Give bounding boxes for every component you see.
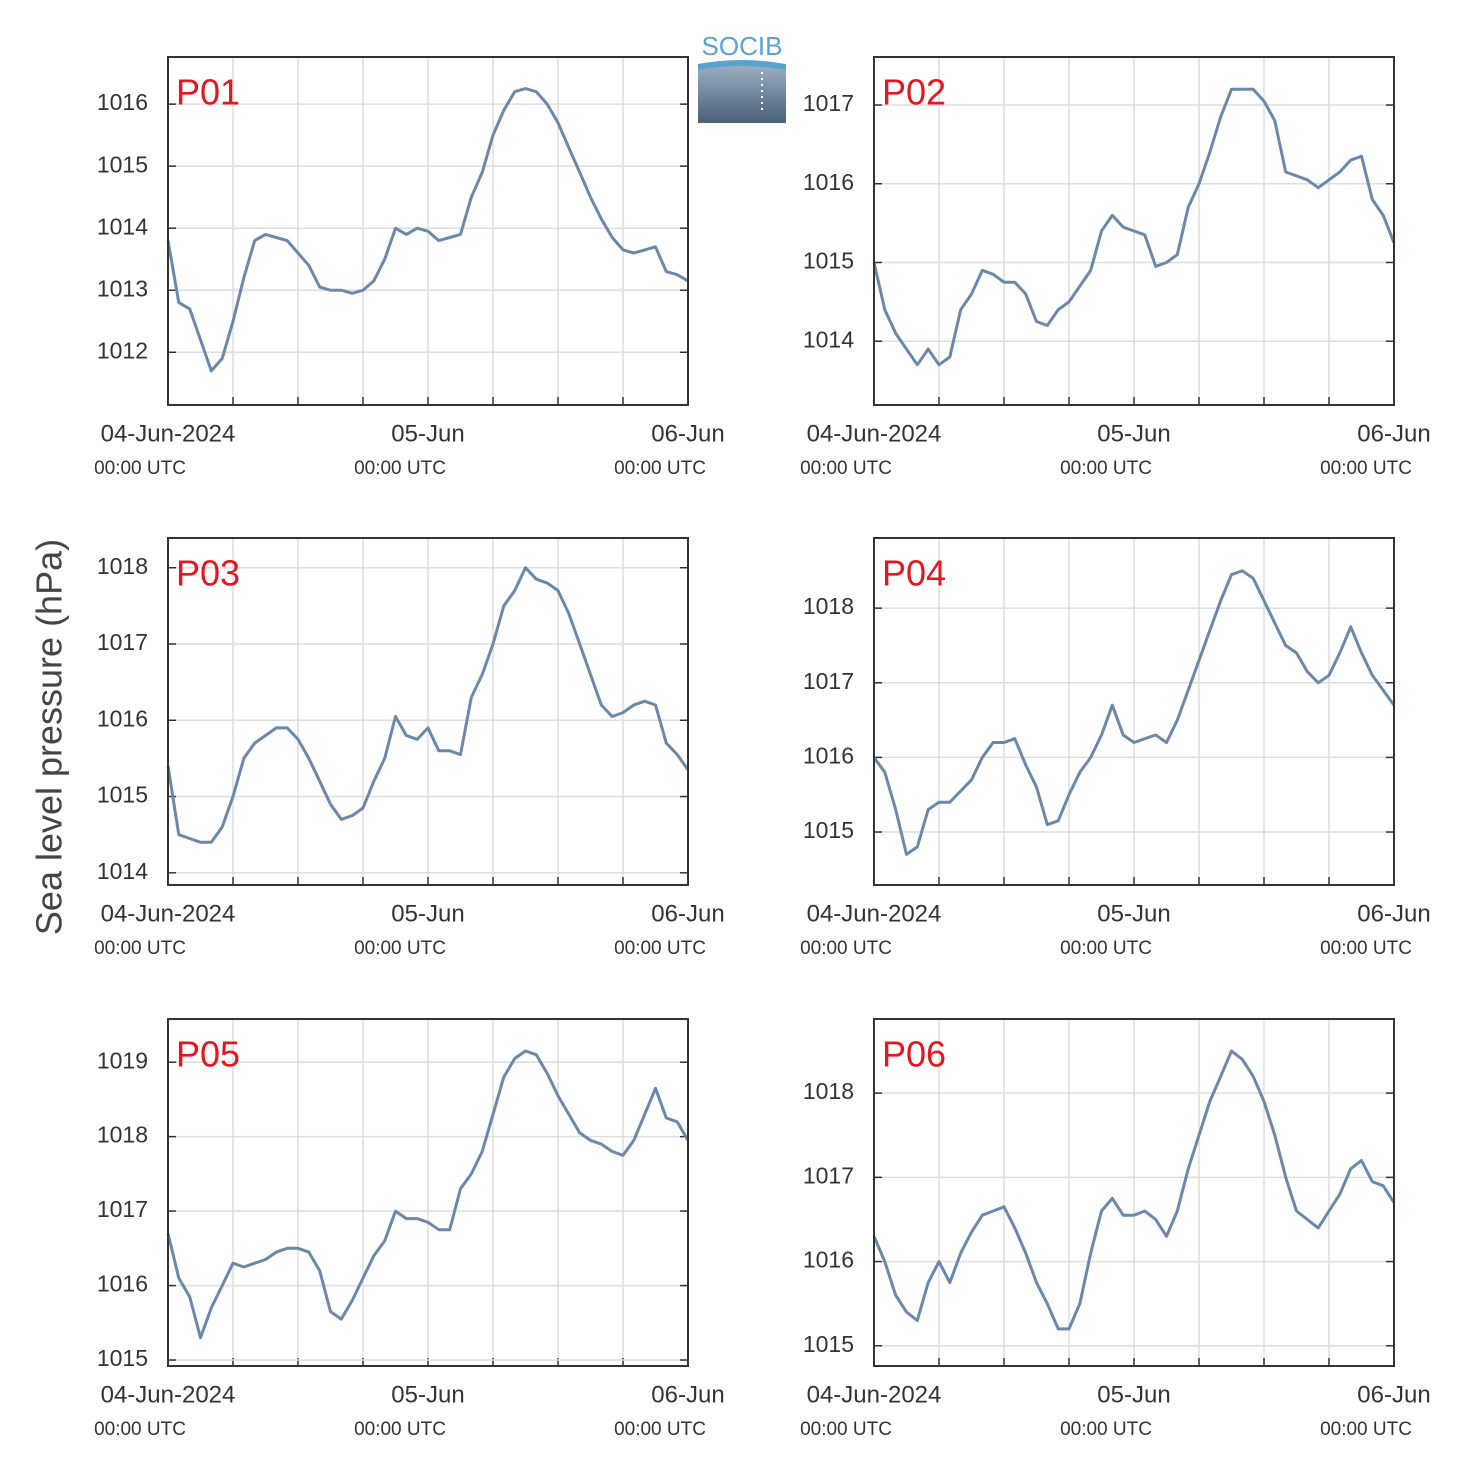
plot-frame bbox=[167, 1018, 689, 1367]
x-tick-sublabel: 00:00 UTC bbox=[614, 458, 706, 479]
x-tick-sublabel: 00:00 UTC bbox=[1320, 938, 1412, 959]
y-tick-label: 1015 bbox=[97, 782, 148, 808]
panel: 04-Jun-2024 00:00 UTC 05-Jun 00:00 UTC 06-Ju… bbox=[94, 1018, 725, 1440]
plot-frame bbox=[873, 537, 1395, 886]
x-tick-label: 04-Jun-2024 bbox=[101, 420, 236, 447]
data-line bbox=[872, 1049, 1396, 1331]
y-tick-label: 1015 bbox=[803, 817, 854, 843]
x-tick-label: 05-Jun bbox=[1097, 420, 1170, 447]
x-tick-label: 05-Jun bbox=[1097, 900, 1170, 927]
x-tick-sublabel: 00:00 UTC bbox=[1060, 458, 1152, 479]
x-tick-sublabel: 00:00 UTC bbox=[354, 1419, 446, 1440]
x-tick-label: 05-Jun bbox=[391, 420, 464, 447]
y-tick-label: 1016 bbox=[803, 1247, 854, 1273]
y-tick-label: 1012 bbox=[97, 337, 148, 363]
panel-title: P02 bbox=[882, 72, 946, 113]
plot-frame bbox=[167, 537, 689, 886]
y-tick-label: 1017 bbox=[803, 90, 854, 116]
x-tick-label: 06-Jun bbox=[651, 900, 724, 927]
y-tick-label: 1014 bbox=[97, 213, 148, 239]
y-tick-label: 1014 bbox=[97, 858, 148, 884]
panel: 04-Jun-2024 00:00 UTC 05-Jun 00:00 UTC 06-Ju… bbox=[800, 1018, 1431, 1440]
data-line bbox=[872, 87, 1396, 367]
x-tick-label: 05-Jun bbox=[391, 1381, 464, 1408]
x-tick-sublabel: 00:00 UTC bbox=[1320, 1419, 1412, 1440]
x-tick-sublabel: 00:00 UTC bbox=[94, 458, 186, 479]
x-tick-sublabel: 00:00 UTC bbox=[1320, 458, 1412, 479]
x-tick-label: 04-Jun-2024 bbox=[101, 1381, 236, 1408]
y-tick-label: 1015 bbox=[803, 1331, 854, 1357]
x-tick-sublabel: 00:00 UTC bbox=[1060, 938, 1152, 959]
y-tick-label: 1016 bbox=[97, 89, 148, 115]
panel-title: P05 bbox=[176, 1034, 240, 1075]
x-tick-label: 04-Jun-2024 bbox=[101, 900, 236, 927]
x-tick-label: 05-Jun bbox=[391, 900, 464, 927]
panel-title: P01 bbox=[176, 72, 240, 113]
x-tick-sublabel: 00:00 UTC bbox=[614, 938, 706, 959]
panel: 04-Jun-2024 00:00 UTC 05-Jun 00:00 UTC 06-Ju… bbox=[800, 56, 1431, 479]
y-tick-label: 1018 bbox=[97, 1122, 148, 1148]
panel: 04-Jun-2024 00:00 UTC 05-Jun 00:00 UTC 06-Ju… bbox=[800, 537, 1431, 959]
panel: 04-Jun-2024 00:00 UTC 05-Jun 00:00 UTC 06-Ju… bbox=[94, 537, 725, 959]
logo-wave bbox=[698, 60, 786, 70]
x-tick-label: 06-Jun bbox=[651, 1381, 724, 1408]
plot-frame bbox=[873, 56, 1395, 406]
y-tick-label: 1018 bbox=[803, 593, 854, 619]
y-tick-label: 1015 bbox=[97, 1345, 148, 1371]
plot-frame bbox=[873, 1018, 1395, 1367]
y-tick-label: 1017 bbox=[97, 629, 148, 655]
y-tick-label: 1017 bbox=[803, 1162, 854, 1188]
y-tick-label: 1018 bbox=[97, 553, 148, 579]
plot-frame bbox=[167, 56, 689, 406]
x-tick-sublabel: 00:00 UTC bbox=[800, 1419, 892, 1440]
y-tick-label: 1018 bbox=[803, 1078, 854, 1104]
x-tick-sublabel: 00:00 UTC bbox=[614, 1419, 706, 1440]
data-line bbox=[166, 1049, 690, 1340]
y-tick-label: 1017 bbox=[97, 1196, 148, 1222]
x-tick-sublabel: 00:00 UTC bbox=[94, 938, 186, 959]
x-tick-label: 06-Jun bbox=[1357, 420, 1430, 447]
panel-title: P06 bbox=[882, 1034, 946, 1075]
x-tick-sublabel: 00:00 UTC bbox=[1060, 1419, 1152, 1440]
x-tick-sublabel: 00:00 UTC bbox=[354, 458, 446, 479]
data-line bbox=[166, 87, 689, 373]
x-tick-sublabel: 00:00 UTC bbox=[354, 938, 446, 959]
panel: 04-Jun-2024 00:00 UTC 05-Jun 00:00 UTC 06-Ju… bbox=[94, 56, 725, 479]
x-tick-label: 06-Jun bbox=[651, 420, 724, 447]
x-tick-sublabel: 00:00 UTC bbox=[800, 458, 892, 479]
y-tick-label: 1016 bbox=[97, 1271, 148, 1297]
x-tick-label: 05-Jun bbox=[1097, 1381, 1170, 1408]
y-tick-label: 1015 bbox=[97, 151, 148, 177]
x-tick-sublabel: 00:00 UTC bbox=[800, 938, 892, 959]
y-tick-label: 1017 bbox=[803, 668, 854, 694]
y-tick-label: 1014 bbox=[803, 326, 854, 352]
x-tick-sublabel: 00:00 UTC bbox=[94, 1419, 186, 1440]
x-tick-label: 06-Jun bbox=[1357, 1381, 1430, 1408]
panel-title: P04 bbox=[882, 553, 946, 594]
data-line bbox=[872, 569, 1396, 856]
x-tick-label: 04-Jun-2024 bbox=[807, 900, 942, 927]
y-tick-label: 1019 bbox=[97, 1047, 148, 1073]
x-tick-label: 04-Jun-2024 bbox=[807, 1381, 942, 1408]
y-tick-label: 1016 bbox=[803, 169, 854, 195]
y-tick-label: 1013 bbox=[97, 275, 148, 301]
y-tick-label: 1016 bbox=[97, 705, 148, 731]
logo-shape bbox=[698, 62, 786, 123]
y-tick-label: 1015 bbox=[803, 248, 854, 274]
y-tick-label: 1016 bbox=[803, 742, 854, 768]
logo: SOCIB bbox=[698, 31, 786, 123]
data-line bbox=[166, 566, 690, 844]
logo-text: SOCIB bbox=[702, 31, 783, 61]
x-tick-label: 04-Jun-2024 bbox=[807, 420, 942, 447]
x-tick-label: 06-Jun bbox=[1357, 900, 1430, 927]
y-axis-label: Sea level pressure (hPa) bbox=[29, 539, 70, 935]
panel-title: P03 bbox=[176, 553, 240, 594]
